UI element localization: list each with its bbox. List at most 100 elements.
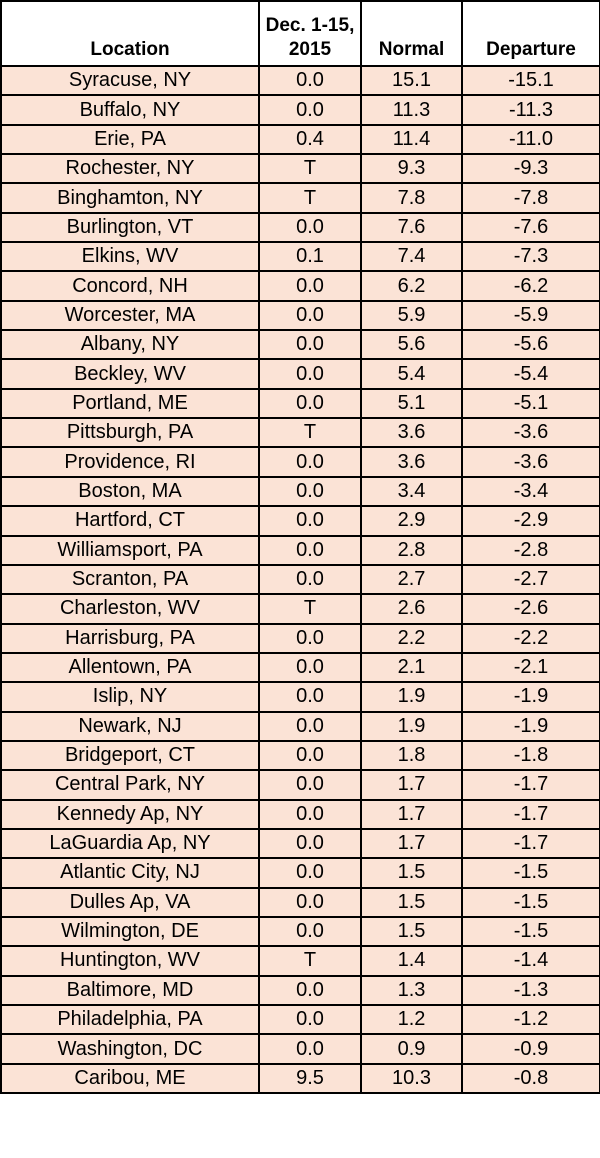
cell-dec-1-15: 0.4 bbox=[258, 123, 362, 156]
cell-normal: 1.9 bbox=[360, 710, 463, 742]
cell-location: Wilmington, DE bbox=[0, 915, 260, 948]
table-row: Bridgeport, CT 0.0 1.8 -1.8 bbox=[0, 739, 600, 772]
table-row: Binghamton, NY T 7.8 -7.8 bbox=[0, 182, 600, 214]
cell-dec-1-15: 0.0 bbox=[258, 329, 362, 361]
cell-departure: -6.2 bbox=[461, 270, 600, 302]
cell-normal: 9.3 bbox=[360, 153, 463, 185]
cell-departure: -1.5 bbox=[461, 886, 600, 918]
header-departure: Departure bbox=[461, 0, 600, 67]
table-row: Philadelphia, PA 0.0 1.2 -1.2 bbox=[0, 1003, 600, 1036]
cell-normal: 2.8 bbox=[360, 534, 463, 566]
cell-location: Syracuse, NY bbox=[0, 64, 260, 97]
table-row: Rochester, NY T 9.3 -9.3 bbox=[0, 153, 600, 185]
cell-location: Huntington, WV bbox=[0, 945, 260, 977]
cell-location: Bridgeport, CT bbox=[0, 739, 260, 772]
cell-normal: 1.5 bbox=[360, 915, 463, 948]
cell-dec-1-15: T bbox=[258, 945, 362, 977]
cell-dec-1-15: 0.0 bbox=[258, 563, 362, 596]
cell-location: Pittsburgh, PA bbox=[0, 417, 260, 449]
cell-departure: -1.9 bbox=[461, 710, 600, 742]
cell-location: Caribou, ME bbox=[0, 1062, 260, 1095]
cell-dec-1-15: 9.5 bbox=[258, 1062, 362, 1095]
cell-location: Harrisburg, PA bbox=[0, 622, 260, 654]
cell-location: Newark, NJ bbox=[0, 710, 260, 742]
cell-normal: 1.5 bbox=[360, 857, 463, 889]
header-normal: Normal bbox=[360, 0, 463, 67]
cell-dec-1-15: 0.0 bbox=[258, 827, 362, 860]
cell-dec-1-15: 0.0 bbox=[258, 974, 362, 1007]
table-row: Wilmington, DE 0.0 1.5 -1.5 bbox=[0, 915, 600, 948]
cell-normal: 0.9 bbox=[360, 1033, 463, 1065]
snowfall-table: Location Dec. 1-15, 2015 Normal Departur… bbox=[0, 0, 600, 1095]
cell-dec-1-15: 0.0 bbox=[258, 1033, 362, 1065]
cell-normal: 1.9 bbox=[360, 681, 463, 713]
cell-departure: -7.8 bbox=[461, 182, 600, 214]
cell-location: Burlington, VT bbox=[0, 211, 260, 244]
cell-departure: -0.9 bbox=[461, 1033, 600, 1065]
table-row: Erie, PA 0.4 11.4 -11.0 bbox=[0, 123, 600, 156]
cell-location: Baltimore, MD bbox=[0, 974, 260, 1007]
cell-departure: -11.0 bbox=[461, 123, 600, 156]
cell-departure: -1.7 bbox=[461, 798, 600, 830]
cell-normal: 1.7 bbox=[360, 769, 463, 801]
cell-location: Concord, NH bbox=[0, 270, 260, 302]
table-row: Kennedy Ap, NY 0.0 1.7 -1.7 bbox=[0, 798, 600, 830]
cell-location: Islip, NY bbox=[0, 681, 260, 713]
cell-location: Atlantic City, NJ bbox=[0, 857, 260, 889]
cell-location: Allentown, PA bbox=[0, 651, 260, 684]
cell-departure: -0.8 bbox=[461, 1062, 600, 1095]
cell-departure: -7.3 bbox=[461, 241, 600, 273]
cell-location: Hartford, CT bbox=[0, 505, 260, 537]
cell-normal: 2.1 bbox=[360, 651, 463, 684]
table-body: Syracuse, NY 0.0 15.1 -15.1 Buffalo, NY 0.0 11… bbox=[0, 64, 600, 1095]
table-row: Concord, NH 0.0 6.2 -6.2 bbox=[0, 270, 600, 302]
cell-location: Boston, MA bbox=[0, 475, 260, 508]
table-row: Worcester, MA 0.0 5.9 -5.9 bbox=[0, 299, 600, 332]
cell-normal: 7.8 bbox=[360, 182, 463, 214]
table-row: Providence, RI 0.0 3.6 -3.6 bbox=[0, 446, 600, 478]
table-row: LaGuardia Ap, NY 0.0 1.7 -1.7 bbox=[0, 827, 600, 860]
cell-departure: -1.5 bbox=[461, 857, 600, 889]
cell-departure: -15.1 bbox=[461, 64, 600, 97]
table-row: Caribou, ME 9.5 10.3 -0.8 bbox=[0, 1062, 600, 1095]
cell-location: LaGuardia Ap, NY bbox=[0, 827, 260, 860]
cell-dec-1-15: 0.0 bbox=[258, 270, 362, 302]
cell-dec-1-15: 0.0 bbox=[258, 798, 362, 830]
table-row: Beckley, WV 0.0 5.4 -5.4 bbox=[0, 358, 600, 390]
cell-dec-1-15: 0.0 bbox=[258, 387, 362, 420]
cell-departure: -2.1 bbox=[461, 651, 600, 684]
table-row: Williamsport, PA 0.0 2.8 -2.8 bbox=[0, 534, 600, 566]
table-row: Atlantic City, NJ 0.0 1.5 -1.5 bbox=[0, 857, 600, 889]
cell-location: Washington, DC bbox=[0, 1033, 260, 1065]
cell-dec-1-15: 0.0 bbox=[258, 475, 362, 508]
cell-normal: 2.6 bbox=[360, 593, 463, 625]
cell-departure: -5.6 bbox=[461, 329, 600, 361]
cell-departure: -2.9 bbox=[461, 505, 600, 537]
table-row: Boston, MA 0.0 3.4 -3.4 bbox=[0, 475, 600, 508]
table-row: Pittsburgh, PA T 3.6 -3.6 bbox=[0, 417, 600, 449]
table-row: Albany, NY 0.0 5.6 -5.6 bbox=[0, 329, 600, 361]
cell-departure: -1.7 bbox=[461, 769, 600, 801]
cell-dec-1-15: 0.0 bbox=[258, 446, 362, 478]
cell-location: Buffalo, NY bbox=[0, 94, 260, 126]
header-dec-line1: Dec. 1-15, bbox=[265, 15, 355, 36]
cell-dec-1-15: 0.0 bbox=[258, 505, 362, 537]
header-row: Location Dec. 1-15, 2015 Normal Departur… bbox=[0, 0, 600, 67]
cell-normal: 1.3 bbox=[360, 974, 463, 1007]
cell-location: Providence, RI bbox=[0, 446, 260, 478]
cell-location: Williamsport, PA bbox=[0, 534, 260, 566]
cell-normal: 1.8 bbox=[360, 739, 463, 772]
cell-dec-1-15: 0.0 bbox=[258, 886, 362, 918]
cell-normal: 3.6 bbox=[360, 417, 463, 449]
cell-departure: -9.3 bbox=[461, 153, 600, 185]
cell-dec-1-15: 0.0 bbox=[258, 534, 362, 566]
table-row: Dulles Ap, VA 0.0 1.5 -1.5 bbox=[0, 886, 600, 918]
cell-departure: -11.3 bbox=[461, 94, 600, 126]
cell-normal: 2.2 bbox=[360, 622, 463, 654]
cell-location: Portland, ME bbox=[0, 387, 260, 420]
header-dec-line2: 2015 bbox=[288, 39, 332, 60]
cell-normal: 5.4 bbox=[360, 358, 463, 390]
cell-normal: 7.4 bbox=[360, 241, 463, 273]
table-row: Baltimore, MD 0.0 1.3 -1.3 bbox=[0, 974, 600, 1007]
cell-location: Erie, PA bbox=[0, 123, 260, 156]
